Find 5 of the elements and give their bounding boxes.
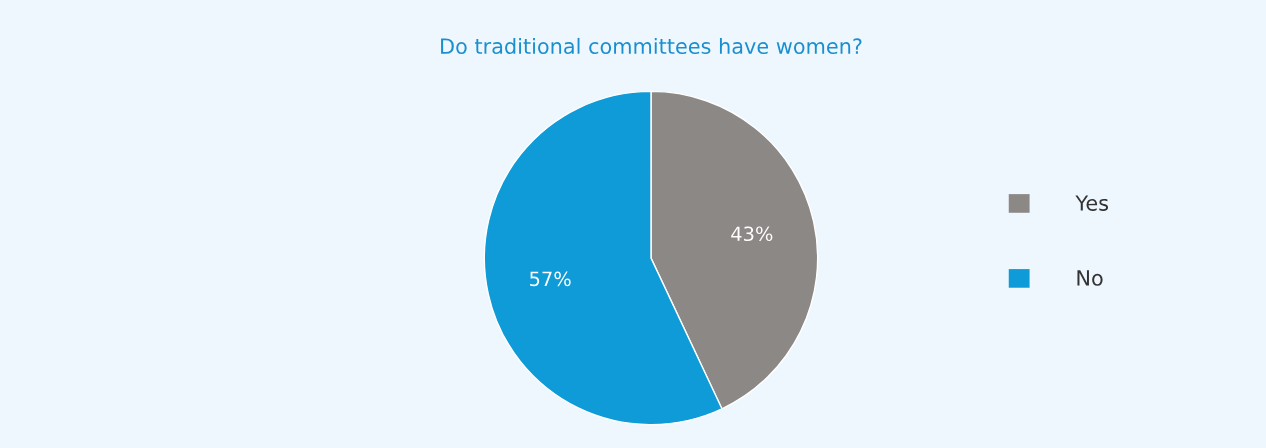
data-label: 43% bbox=[731, 226, 773, 242]
chart-title: Do traditional committees have women? bbox=[441, 37, 862, 55]
legend-label: No bbox=[1077, 270, 1103, 286]
data-label: 57% bbox=[530, 271, 571, 287]
legend-label: Yes bbox=[1075, 195, 1109, 211]
